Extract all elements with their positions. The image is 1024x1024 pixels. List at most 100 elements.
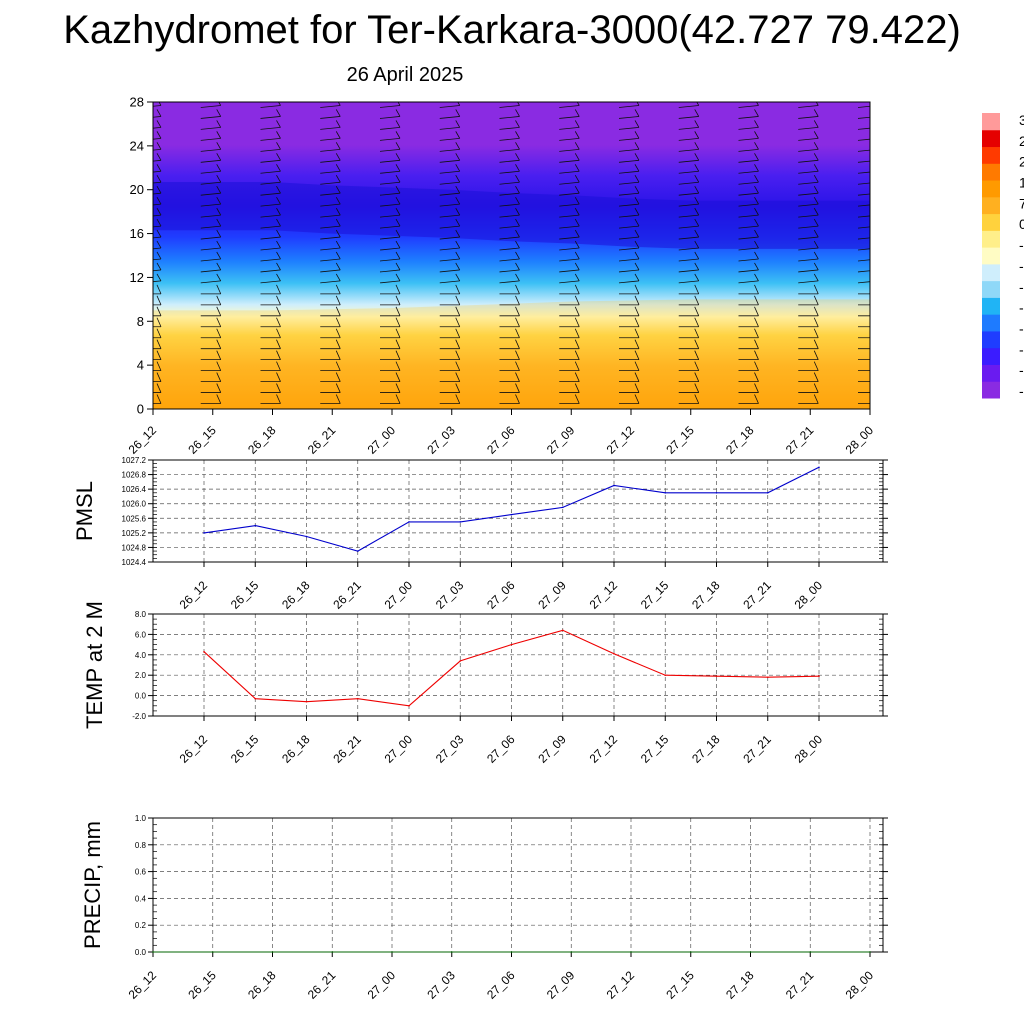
wind-barb xyxy=(499,175,520,185)
heatmap-x-axis: 26_12 26_15 26_18 26_21 27_00 27_03 27_06 27_09… xyxy=(126,409,876,457)
wind-barb xyxy=(439,240,461,251)
wind-barb xyxy=(380,295,401,306)
wind-barb xyxy=(857,226,870,229)
data-point xyxy=(664,491,667,494)
wind-barb xyxy=(320,196,341,207)
wind-barb xyxy=(260,273,281,284)
wind-barb xyxy=(678,361,700,372)
wind-barb xyxy=(559,120,580,130)
wind-barb xyxy=(380,328,401,339)
y-tick-label: 1026.0 xyxy=(122,500,147,509)
wind-barb xyxy=(499,295,520,306)
y-tick-label: 1027.2 xyxy=(122,456,147,465)
wind-barb xyxy=(619,284,640,295)
y-tick-label: 12 xyxy=(130,270,144,285)
x-tick-label: 26_18 xyxy=(245,968,279,1002)
x-tick-label: 27_00 xyxy=(365,423,399,457)
data-point xyxy=(715,491,718,494)
temp2m-panel: -2.0 0.0 2.0 4.0 6.0 8.0 26_12 26_15 26_18 26_21 2… xyxy=(82,601,888,766)
wind-barb xyxy=(738,185,759,196)
wind-barb xyxy=(618,207,640,218)
wind-barb xyxy=(559,262,580,273)
wind-barb xyxy=(858,304,870,306)
wind-barb xyxy=(260,361,281,372)
wind-barb xyxy=(798,240,819,251)
wind-barb xyxy=(857,281,870,284)
wind-barb xyxy=(153,339,162,350)
temperature-field xyxy=(153,102,870,409)
wind-barb xyxy=(320,262,341,273)
wind-barb xyxy=(153,185,162,195)
wind-barb xyxy=(260,229,281,240)
wind-barb xyxy=(738,131,759,141)
wind-barb xyxy=(618,229,640,240)
wind-barb xyxy=(439,317,461,328)
wind-barb xyxy=(798,218,819,229)
colorbar-label: 2 xyxy=(1019,154,1024,170)
wind-barb xyxy=(857,182,870,185)
wind-barb xyxy=(798,372,819,382)
wind-barb xyxy=(153,273,162,283)
wind-barb xyxy=(857,171,870,174)
wind-barb xyxy=(678,273,700,284)
wind-barb xyxy=(200,164,222,174)
wind-barb xyxy=(200,372,222,382)
wind-barb xyxy=(153,120,162,129)
wind-barb xyxy=(678,372,700,382)
wind-barb xyxy=(618,218,640,229)
colorbar-swatch xyxy=(982,163,1000,181)
colorbar-label: - xyxy=(1019,383,1024,399)
colorbar-label: - xyxy=(1019,300,1024,316)
wind-barb xyxy=(439,102,461,108)
wind-barb xyxy=(738,339,759,350)
wind-barb xyxy=(200,328,222,339)
wind-barb xyxy=(678,218,700,229)
wind-barb xyxy=(499,262,520,273)
data-point xyxy=(613,484,615,487)
wind-barb xyxy=(738,372,759,382)
wind-barb xyxy=(380,339,401,350)
wind-barb xyxy=(858,315,870,317)
wind-barb xyxy=(379,164,401,174)
colorbar-label: 3 xyxy=(1019,112,1024,128)
data-point xyxy=(510,951,513,953)
wind-barb xyxy=(738,175,759,185)
wind-barb xyxy=(260,240,281,251)
wind-barb xyxy=(260,383,281,393)
wind-barb xyxy=(738,109,759,119)
wind-barb xyxy=(499,142,520,152)
wind-barb xyxy=(559,339,580,350)
wind-barb xyxy=(559,383,580,393)
data-point xyxy=(630,951,632,953)
x-tick-label: 26_18 xyxy=(279,732,313,766)
wind-barb xyxy=(499,102,520,108)
wind-barb xyxy=(559,394,580,404)
data-point xyxy=(809,951,812,953)
wind-barb xyxy=(200,102,222,108)
wind-barb xyxy=(798,142,819,152)
wind-barb xyxy=(499,350,520,361)
wind-barb xyxy=(798,207,819,218)
panel-frame xyxy=(152,817,884,953)
y-tick-label: 1026.4 xyxy=(122,485,147,494)
wind-barb xyxy=(619,328,640,339)
wind-barb xyxy=(153,153,162,162)
data-point xyxy=(459,521,462,523)
wind-barb xyxy=(380,361,401,372)
data-point xyxy=(715,675,718,678)
y-tick-label: 1025.6 xyxy=(122,514,147,523)
wind-barb xyxy=(678,328,700,339)
wind-barb xyxy=(618,185,640,196)
wind-barb xyxy=(559,153,580,163)
wind-barb xyxy=(499,164,520,174)
colorbar-swatch xyxy=(982,213,1000,231)
wind-barb xyxy=(439,164,461,174)
wind-barb xyxy=(200,153,222,163)
y-tick-label: 1025.2 xyxy=(122,529,147,538)
wind-barb xyxy=(559,240,580,251)
wind-barb xyxy=(153,361,162,372)
wind-barb xyxy=(153,240,162,250)
wind-barb xyxy=(200,350,222,361)
x-tick-label: 27_06 xyxy=(484,732,518,766)
wind-barb xyxy=(380,394,401,404)
